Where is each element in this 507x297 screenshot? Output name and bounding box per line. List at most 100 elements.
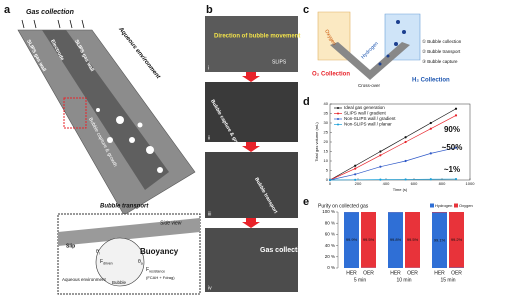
label: θ <box>96 249 99 255</box>
label: Fdriven <box>100 259 113 265</box>
label: Buoyancy <box>140 247 179 256</box>
bar-segment <box>388 212 403 268</box>
y-tick-label: 5 <box>326 168 329 173</box>
chart-title: Purity on collected gas <box>318 203 369 209</box>
legend-label: Non-SLIPS wall / gradient <box>344 116 396 121</box>
marker <box>429 178 432 181</box>
bar-segment <box>432 212 447 213</box>
label: SLIPS <box>272 59 287 65</box>
legend-label: Oxygen <box>459 203 473 208</box>
label: F <box>146 267 149 273</box>
label: Direction of bubble movement <box>214 34 300 40</box>
label: F <box>100 259 103 265</box>
marker <box>429 121 432 125</box>
label: O₂ Collection <box>312 72 350 78</box>
label: Cross-over <box>358 83 381 88</box>
label: ② Bubble transport <box>422 49 461 54</box>
marker <box>454 146 458 149</box>
value-label: 99.2% <box>451 237 463 242</box>
label: resistance <box>149 269 165 273</box>
legend-marker <box>337 107 339 109</box>
photo <box>205 82 298 142</box>
x-tick-label: OER <box>363 270 374 276</box>
value-label: 99.5% <box>407 237 419 242</box>
x-tick-label: OER <box>407 270 418 276</box>
panel-c: c Oxygen Hydrogen ① Bubble collection ② … <box>303 4 462 88</box>
electrode <box>42 30 169 190</box>
marker <box>454 114 458 117</box>
series-line <box>329 108 457 181</box>
bar-segment <box>432 212 447 268</box>
v-wall <box>330 42 410 80</box>
y-tick-label: 40 <box>324 101 329 106</box>
y-tick-label: 80 % <box>325 220 335 225</box>
y-tick-label: 30 <box>324 120 329 125</box>
value-label: 99.5% <box>363 237 375 242</box>
panel-label: c <box>303 4 309 16</box>
marker <box>328 178 332 182</box>
photo <box>205 228 298 292</box>
value-label: 99.8% <box>390 237 402 242</box>
annotation: ~1% <box>444 165 460 174</box>
y-tick-label: 0 <box>326 177 329 182</box>
label: Bubble transport <box>100 204 149 210</box>
x-axis-label: Time (s) <box>393 187 408 192</box>
x-tick-label: 0 <box>329 181 332 186</box>
marker <box>404 136 407 139</box>
value-label: 99.1% <box>434 237 446 242</box>
label: ① Bubble collection <box>422 39 462 44</box>
marker <box>379 178 382 181</box>
group-label: 15 min <box>440 277 455 283</box>
x-tick-label: 1000 <box>466 181 476 186</box>
legend-label: Ideal gas generation <box>344 105 385 110</box>
y-tick-label: 25 <box>324 130 329 135</box>
label: Slip <box>66 243 75 249</box>
bubble <box>95 237 145 287</box>
series-line <box>329 178 457 181</box>
marker <box>354 173 357 176</box>
highlight <box>63 97 87 129</box>
legend-label: Non-SLIPS wall / planar <box>344 122 392 127</box>
label: (FCAH + Fdrag) <box>146 275 175 280</box>
y-tick-label: 10 <box>324 158 329 163</box>
marker <box>404 140 407 144</box>
y-tick-label: 40 % <box>325 243 335 248</box>
panel-label: d <box>303 96 310 108</box>
marker <box>454 107 458 110</box>
label: Bubble <box>112 280 127 285</box>
y-tick-label: 20 % <box>325 254 335 259</box>
bar-segment <box>449 212 464 268</box>
panel-label: b <box>206 4 213 16</box>
bubbles <box>378 20 406 66</box>
bar-segment <box>405 212 420 268</box>
series-line <box>329 115 457 181</box>
step: i <box>208 65 209 71</box>
legend-swatch <box>454 203 458 208</box>
x-tick-label: 600 <box>411 181 418 186</box>
bubbles <box>96 108 163 173</box>
value-label: 99.9% <box>346 237 358 242</box>
step: iv <box>208 285 212 291</box>
y-tick-label: 35 <box>324 111 329 116</box>
legend-label: SLIPS wall / gradient <box>344 111 387 116</box>
annotation: ~50% <box>442 143 463 152</box>
label: Fresistance <box>146 267 165 273</box>
panel-b: b Direction of bubble movement SLIPS Bub… <box>205 4 308 292</box>
legend-label: Hydrogen <box>435 203 452 208</box>
marker <box>379 154 382 157</box>
label: H₂ Collection <box>412 78 450 84</box>
legend-swatch <box>430 203 434 208</box>
marker <box>429 127 432 130</box>
label: a <box>141 261 143 265</box>
x-tick-label: HER <box>434 270 445 276</box>
label: θa <box>138 259 143 265</box>
marker <box>404 159 407 163</box>
x-tick-label: HER <box>346 270 357 276</box>
y-tick-label: 100 % <box>322 209 335 214</box>
side-wall <box>58 218 200 246</box>
marker <box>354 164 357 167</box>
label: Aqueous environment <box>62 277 107 282</box>
x-tick-label: 800 <box>439 181 446 186</box>
